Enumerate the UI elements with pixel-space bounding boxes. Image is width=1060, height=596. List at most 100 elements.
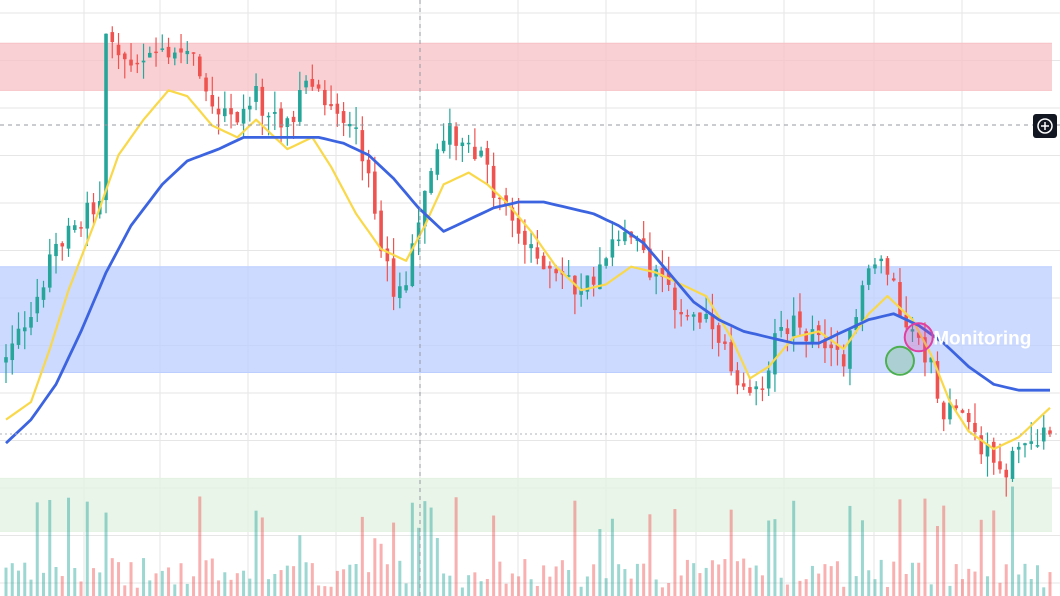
volume-bar	[79, 581, 83, 596]
volume-bar	[1029, 578, 1033, 596]
candle-body	[416, 222, 421, 240]
volume-bar	[742, 558, 746, 596]
annotation-text: Monitoring	[933, 328, 1031, 349]
candle-body	[285, 118, 290, 127]
volume-bar	[954, 564, 958, 596]
candle-body	[4, 357, 8, 363]
candle-body	[329, 104, 333, 107]
volume-bar	[698, 573, 702, 596]
volume-bar	[579, 586, 583, 596]
volume-bar	[973, 571, 977, 596]
candle-body	[935, 361, 940, 399]
volume-bar	[660, 587, 664, 596]
candle-body	[773, 333, 777, 375]
candle-body	[85, 202, 90, 229]
candle-body	[110, 32, 115, 42]
volume-bar	[692, 563, 696, 596]
marker-circle	[903, 322, 934, 353]
candle-body	[429, 171, 433, 193]
volume-bar	[923, 498, 927, 596]
volume-bar	[473, 572, 477, 596]
volume-bar	[548, 576, 552, 596]
volume-bar	[1010, 486, 1014, 596]
volume-bar	[267, 579, 271, 596]
candle-body	[998, 461, 1002, 470]
candle-body	[548, 265, 552, 269]
zone-1	[0, 266, 1052, 373]
volume-bar	[248, 578, 252, 596]
volume-bar	[192, 576, 196, 596]
volume-bar	[842, 586, 846, 596]
volume-bar	[779, 577, 783, 596]
candle-body	[298, 89, 302, 122]
volume-bar	[948, 585, 952, 596]
volume-bar	[110, 558, 114, 596]
candle-body	[10, 343, 15, 361]
candle-body	[448, 123, 452, 145]
candle-body	[691, 314, 696, 317]
volume-bar	[17, 570, 21, 596]
candle-body	[166, 46, 171, 58]
volume-bar	[1017, 574, 1021, 596]
add-crosshair-button[interactable]	[1033, 114, 1057, 138]
volume-bar	[598, 529, 602, 596]
volume-bar	[129, 562, 133, 596]
volume-bar	[529, 579, 533, 596]
volume-bar	[554, 566, 558, 596]
candle-body	[960, 410, 965, 413]
candle-body	[91, 202, 96, 215]
volume-bar	[885, 586, 889, 596]
candle-body	[766, 370, 771, 389]
zones	[0, 42, 1052, 532]
volume-bar	[810, 565, 814, 596]
candle-body	[566, 275, 571, 277]
volume-bar	[279, 570, 283, 596]
candle-body	[823, 339, 827, 349]
candle-body	[866, 268, 871, 285]
volume-bar	[367, 572, 371, 596]
candle-body	[398, 286, 402, 299]
candle-body	[1016, 446, 1021, 450]
volume-bar	[573, 500, 577, 596]
volume-bar	[717, 564, 721, 596]
volume-bar	[498, 561, 502, 596]
volume-bar	[217, 580, 221, 596]
candle-body	[1035, 445, 1040, 447]
candle-body	[616, 239, 621, 242]
candle-body	[460, 142, 465, 147]
candle-body	[879, 258, 884, 262]
candle-body	[860, 285, 865, 322]
candle-body	[723, 341, 727, 344]
candle-body	[335, 103, 340, 114]
volume-bar	[479, 581, 483, 596]
candle-body	[754, 386, 758, 390]
volume-bar	[204, 560, 208, 596]
candle-body	[485, 148, 490, 165]
volume-bar	[879, 559, 883, 596]
volume-bar	[685, 559, 689, 596]
volume-bar	[310, 563, 314, 596]
candle-body	[172, 52, 177, 59]
volume-bar	[229, 579, 233, 596]
candle-body	[541, 255, 546, 270]
volume-bar	[767, 520, 771, 596]
volume-bar	[298, 535, 302, 596]
candle-body	[241, 108, 246, 124]
candle-body	[966, 413, 971, 423]
candle-body	[1029, 441, 1034, 444]
candle-body	[223, 108, 227, 117]
candle-body	[185, 50, 190, 55]
candle-body	[841, 354, 846, 367]
volume-bar	[148, 580, 152, 596]
candle-body	[804, 331, 808, 342]
volume-bar	[185, 583, 189, 596]
volume-bar	[835, 561, 839, 596]
plus-circle-icon	[1037, 118, 1053, 134]
volume-bar	[542, 565, 546, 596]
volume-bar	[535, 585, 539, 596]
candle-body	[973, 422, 977, 433]
volume-bar	[904, 573, 908, 596]
candle-body	[66, 225, 71, 249]
